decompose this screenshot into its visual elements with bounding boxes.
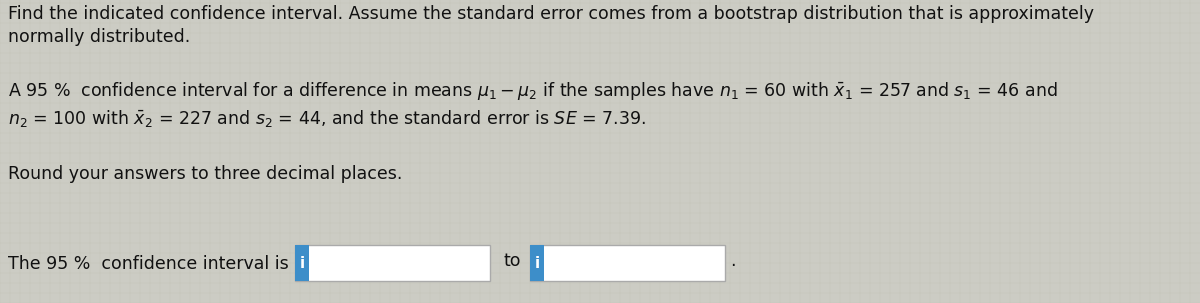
- Text: The 95 %  confidence interval is: The 95 % confidence interval is: [8, 255, 289, 273]
- Bar: [530, 245, 725, 281]
- Text: i: i: [534, 255, 540, 271]
- Text: normally distributed.: normally distributed.: [8, 28, 191, 46]
- Bar: [295, 245, 490, 281]
- Text: Round your answers to three decimal places.: Round your answers to three decimal plac…: [8, 165, 402, 183]
- Text: i: i: [300, 255, 305, 271]
- Text: $n_2$ = 100 with $\bar{x}_2$ = 227 and $s_2$ = 44, and the standard error is $SE: $n_2$ = 100 with $\bar{x}_2$ = 227 and $…: [8, 108, 646, 129]
- Bar: [295, 245, 310, 281]
- Text: to: to: [504, 252, 522, 270]
- Bar: [530, 245, 544, 281]
- Text: Find the indicated confidence interval. Assume the standard error comes from a b: Find the indicated confidence interval. …: [8, 5, 1094, 23]
- Text: .: .: [730, 252, 736, 270]
- Text: A 95 %  confidence interval for a difference in means $\mu_1 - \mu_2$ if the sam: A 95 % confidence interval for a differe…: [8, 80, 1057, 102]
